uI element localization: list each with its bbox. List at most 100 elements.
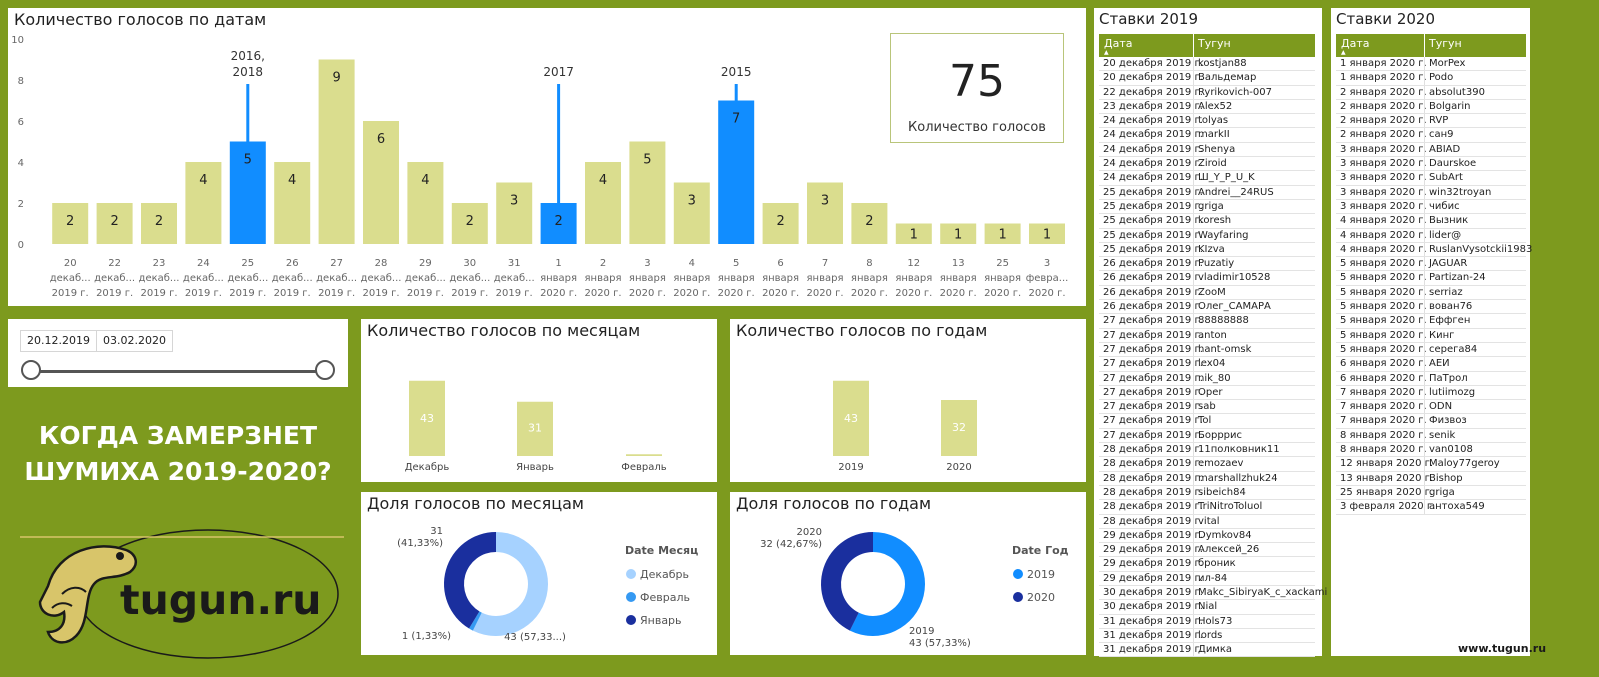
table-row[interactable]: 7 января 2020 г. ODN xyxy=(1336,400,1526,415)
table-row[interactable]: 30 декабря 2019 г. Makc_SibiryaK_c_xackam… xyxy=(1099,585,1327,601)
table-row[interactable]: 20 декабря 2019 г. Вальдемар xyxy=(1099,71,1315,86)
bar-value-label: 2 xyxy=(466,214,474,229)
table-row[interactable]: 2 января 2020 г. Bolgarin xyxy=(1336,99,1526,115)
slice-label: 31 xyxy=(430,526,443,537)
table-row[interactable]: 24 декабря 2019 г. Ziroid xyxy=(1099,157,1315,172)
table-row[interactable]: 27 декабря 2019 г. Борррис xyxy=(1099,428,1315,444)
slicer-start-date[interactable]: 20.12.2019 xyxy=(20,330,97,352)
table-row[interactable]: 27 декабря 2019 г. sab xyxy=(1099,400,1315,415)
table-row[interactable]: 2 января 2020 г. RVP xyxy=(1336,114,1526,129)
table-row[interactable]: 27 декабря 2019 г. anton xyxy=(1099,328,1315,343)
table-row[interactable]: 8 января 2020 г. senik xyxy=(1336,428,1526,444)
table-row[interactable]: 13 января 2020 г. Bishop xyxy=(1336,471,1526,486)
x-tick-label: 2019 г. xyxy=(451,288,488,299)
table-row[interactable]: 1 января 2020 г. Podo xyxy=(1336,71,1526,86)
table-row[interactable]: 4 января 2020 г. RuslanVysotckii1983 xyxy=(1336,242,1532,258)
column-header-tugun[interactable]: Тугун xyxy=(1429,37,1462,50)
table-row[interactable]: 25 декабря 2019 г. Andrei__24RUS xyxy=(1099,185,1315,200)
table-row[interactable]: 31 декабря 2019 г. Hols73 xyxy=(1099,614,1315,629)
table-row[interactable]: 26 декабря 2019 г. vladimir10528 xyxy=(1099,271,1315,286)
table-row[interactable]: 27 декабря 2019 г. 88888888 xyxy=(1099,314,1315,329)
table-row[interactable]: 29 декабря 2019 г. Dymkov84 xyxy=(1099,528,1315,544)
table-row[interactable]: 5 января 2020 г. Кинг xyxy=(1336,328,1526,343)
table-row[interactable]: 23 декабря 2019 г. Alex52 xyxy=(1099,99,1315,115)
table-row[interactable]: 25 декабря 2019 г. KIzva xyxy=(1099,242,1315,258)
table-row[interactable]: 1 января 2020 г. MorPex xyxy=(1336,57,1526,72)
table-row[interactable]: 27 декабря 2019 г. hant-omsk xyxy=(1099,342,1315,358)
table-row[interactable]: 3 января 2020 г. SubArt xyxy=(1336,171,1526,186)
column-header-date[interactable]: Дата xyxy=(1104,37,1133,50)
table-row[interactable]: 25 января 2020 г. griga xyxy=(1336,485,1526,501)
share-by-month-chart: 43 (57,33...) 1 (1,33%) 31(41,33%) Date Мес… xyxy=(397,526,698,643)
y-tick-label: 0 xyxy=(18,240,24,251)
table-row[interactable]: 28 декабря 2019 г. 11полковник11 xyxy=(1099,443,1315,458)
table-row[interactable]: 25 декабря 2019 г. Wayfaring xyxy=(1099,228,1315,243)
table-row[interactable]: 3 января 2020 г. чибис xyxy=(1336,199,1526,215)
table-row[interactable]: 28 декабря 2019 г. sibeich84 xyxy=(1099,485,1315,501)
column-header-date[interactable]: Дата xyxy=(1341,37,1370,50)
table-row[interactable]: 26 декабря 2019 г. Олег_САМАРА xyxy=(1099,300,1315,315)
table-row[interactable]: 6 января 2020 г. ПаТрол xyxy=(1336,371,1526,386)
table-row[interactable]: 26 декабря 2019 г. Puzatiy xyxy=(1099,257,1315,272)
table-row[interactable]: 25 декабря 2019 г. griga xyxy=(1099,199,1315,215)
table-row[interactable]: 3 февраля 2020 г. антоха549 xyxy=(1336,500,1526,515)
table-cell-tugun: Andrei__24RUS xyxy=(1198,186,1274,198)
table-row[interactable]: 27 декабря 2019 г. Oper xyxy=(1099,385,1315,401)
table-row[interactable]: 31 декабря 2019 г. lords xyxy=(1099,628,1315,644)
table-row[interactable]: 31 декабря 2019 г. Димка xyxy=(1099,643,1315,658)
table-row[interactable]: 27 декабря 2019 г. nik_80 xyxy=(1099,371,1315,386)
table-row[interactable]: 5 января 2020 г. вован76 xyxy=(1336,300,1526,315)
table-row[interactable]: 24 декабря 2019 г. Ш_Y_P_U_K xyxy=(1099,171,1315,186)
table-row[interactable]: 12 января 2020 г. Maloy77geroy xyxy=(1336,457,1526,472)
table-row[interactable]: 3 января 2020 г. Daurskoe xyxy=(1336,157,1526,172)
table-row[interactable]: 28 декабря 2019 г. vital xyxy=(1099,514,1315,529)
table-row[interactable]: 6 января 2020 г. АЕИ xyxy=(1336,357,1526,372)
slicer-track[interactable] xyxy=(32,370,326,373)
table-row[interactable]: 2 января 2020 г. absolut390 xyxy=(1336,85,1526,100)
table-cell-date: 5 января 2020 г. xyxy=(1340,315,1427,327)
table-row[interactable]: 7 января 2020 г. Физвоз xyxy=(1336,414,1526,429)
table-row[interactable]: 7 января 2020 г. lutiimozg xyxy=(1336,385,1526,401)
table-row[interactable]: 4 января 2020 г. Bызник xyxy=(1336,214,1526,229)
bar-value-label: 43 xyxy=(420,412,434,425)
table-row[interactable]: 24 декабря 2019 г. tolyas xyxy=(1099,114,1315,129)
table-row[interactable]: 2 января 2020 г. сан9 xyxy=(1336,128,1526,143)
table-row[interactable]: 5 января 2020 г. JAGUAR xyxy=(1336,257,1526,272)
table-row[interactable]: 25 декабря 2019 г. koresh xyxy=(1099,214,1315,229)
table-row[interactable]: 24 декабря 2019 г. markII xyxy=(1099,128,1315,143)
table-row[interactable]: 20 декабря 2019 г. kostjan88 xyxy=(1099,57,1315,72)
table-row[interactable]: 27 декабря 2019 г. lex04 xyxy=(1099,357,1315,372)
table-row[interactable]: 30 декабря 2019 г. Nial xyxy=(1099,600,1315,615)
table-row[interactable]: 28 декабря 2019 г. emozaev xyxy=(1099,457,1315,472)
table-row[interactable]: 3 января 2020 г. ABIAD xyxy=(1336,142,1526,158)
table-row[interactable]: 4 января 2020 г. lider@ xyxy=(1336,228,1526,243)
slicer-end-date[interactable]: 03.02.2020 xyxy=(96,330,173,352)
column-divider xyxy=(1193,557,1194,571)
column-divider xyxy=(1193,385,1194,400)
table-row[interactable]: 28 декабря 2019 г. marshallzhuk24 xyxy=(1099,471,1315,486)
slicer-start-handle[interactable] xyxy=(21,360,41,380)
table-row[interactable]: 8 января 2020 г. van0108 xyxy=(1336,443,1526,458)
column-divider xyxy=(1424,300,1425,314)
column-divider xyxy=(1424,171,1425,185)
x-tick-label: 2019 г. xyxy=(274,288,311,299)
slicer-end-handle[interactable] xyxy=(315,360,335,380)
table-row[interactable]: 22 декабря 2019 г. Ryrikovich-007 xyxy=(1099,85,1315,100)
table-cell-tugun: van0108 xyxy=(1429,444,1473,456)
table-cell-date: 25 декабря 2019 г. xyxy=(1103,200,1203,212)
table-row[interactable]: 27 декабря 2019 г. Tol xyxy=(1099,414,1315,429)
table-row[interactable]: 28 декабря 2019 г. TriNitroToluol xyxy=(1099,500,1315,515)
table-row[interactable]: 29 декабря 2019 г. Алексей_26 xyxy=(1099,543,1315,558)
table-row[interactable]: 5 января 2020 г. serriaz xyxy=(1336,285,1526,301)
table-row[interactable]: 24 декабря 2019 г. Shenya xyxy=(1099,142,1315,158)
table-row[interactable]: 3 января 2020 г. win32troyan xyxy=(1336,185,1526,200)
table-row[interactable]: 5 января 2020 г. Partizan-24 xyxy=(1336,271,1526,286)
table-row[interactable]: 26 декабря 2019 г. ZooM xyxy=(1099,285,1315,301)
column-header-tugun[interactable]: Тугун xyxy=(1198,37,1231,50)
x-tick-label: января xyxy=(984,273,1021,284)
table-row[interactable]: 29 декабря 2019 г. броник xyxy=(1099,557,1315,572)
table-row[interactable]: 29 декабря 2019 г. ил-84 xyxy=(1099,571,1315,586)
table-cell-date: 24 декабря 2019 г. xyxy=(1103,158,1203,170)
table-row[interactable]: 5 января 2020 г. Еффген xyxy=(1336,314,1526,329)
table-row[interactable]: 5 января 2020 г. серега84 xyxy=(1336,342,1526,358)
